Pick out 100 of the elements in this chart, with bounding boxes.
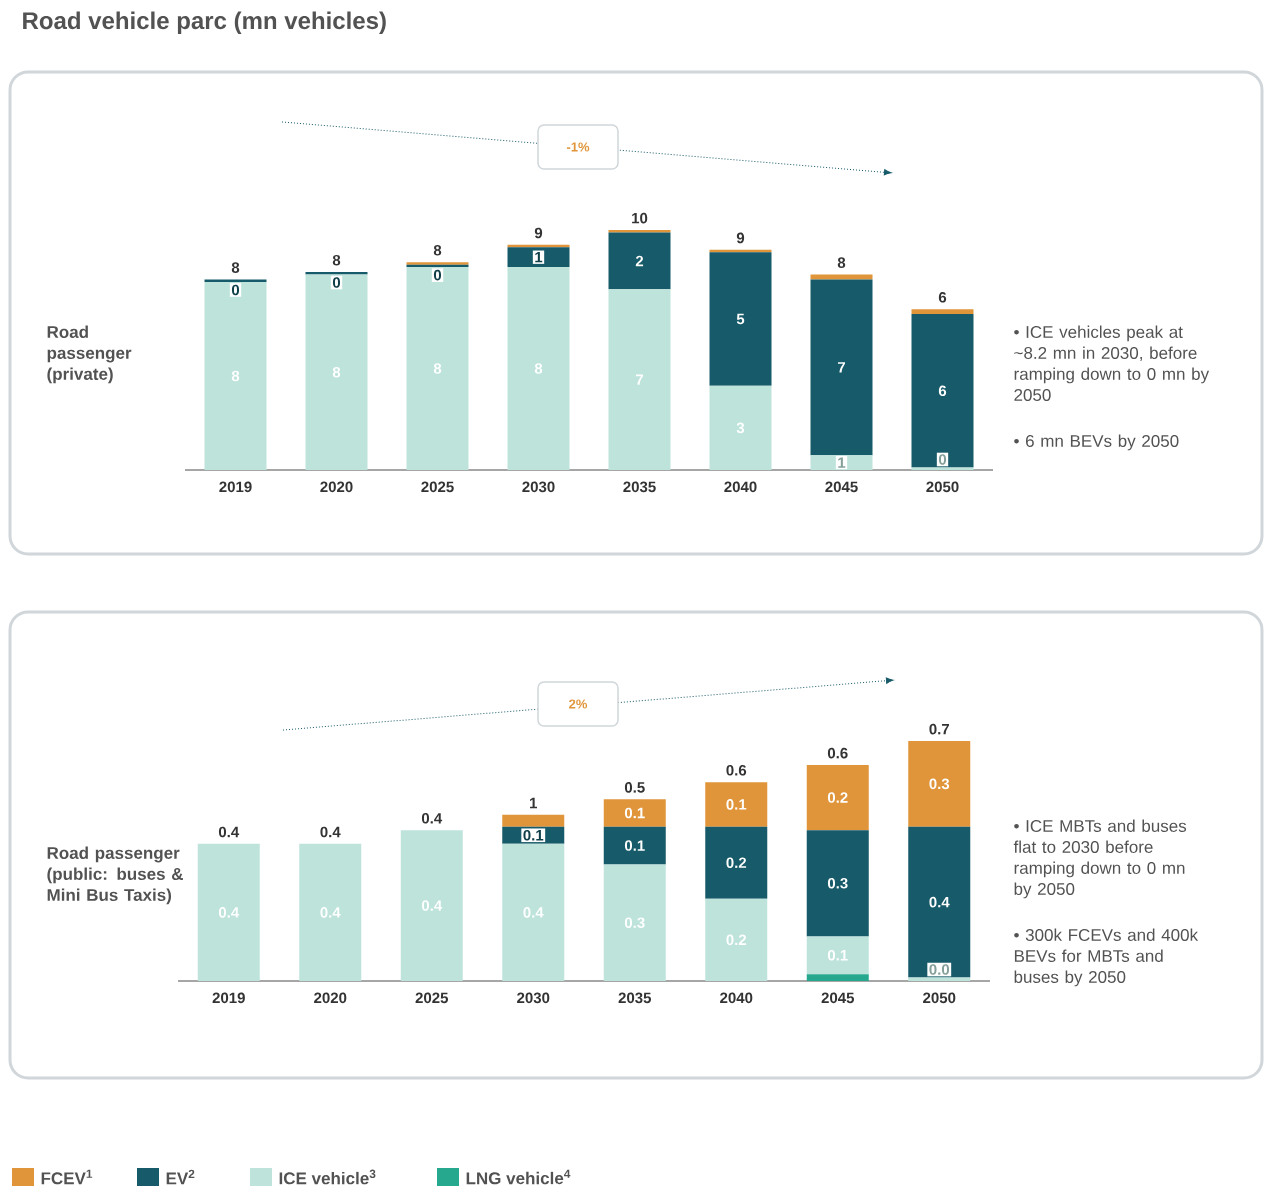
data-label: 7 bbox=[635, 374, 644, 385]
bar bbox=[810, 279, 873, 456]
data-label: 0 bbox=[938, 454, 947, 465]
total-label: 6 bbox=[938, 292, 947, 303]
bar bbox=[204, 279, 267, 282]
total-label: 9 bbox=[534, 227, 543, 239]
bar bbox=[305, 274, 368, 470]
data-label: 0.3 bbox=[624, 917, 645, 929]
bar bbox=[608, 232, 671, 290]
bar bbox=[908, 740, 971, 827]
data-label: 0 bbox=[231, 284, 240, 296]
data-label: 1 bbox=[535, 252, 543, 263]
x-tick-label: 2025 bbox=[415, 992, 449, 1004]
data-label: 0.1 bbox=[624, 840, 645, 851]
data-label: 8 bbox=[231, 370, 240, 382]
data-label: 0.1 bbox=[827, 949, 848, 961]
bar bbox=[911, 314, 974, 468]
bar bbox=[908, 826, 971, 978]
bar bbox=[299, 843, 362, 981]
x-tick-label: 2025 bbox=[421, 481, 454, 493]
bar bbox=[810, 455, 873, 470]
bar bbox=[507, 247, 570, 268]
data-label: 2 bbox=[635, 255, 644, 267]
x-tick-label: 2019 bbox=[219, 481, 252, 493]
bar bbox=[806, 974, 869, 981]
data-label: 0.4 bbox=[523, 907, 544, 918]
total-label: 8 bbox=[332, 254, 341, 266]
bar bbox=[705, 898, 768, 981]
legend-label: FCEV$^{1}$ bbox=[41, 1169, 93, 1185]
total-label: 8 bbox=[231, 262, 240, 273]
data-label: 1 bbox=[838, 457, 846, 468]
x-tick-label: 2045 bbox=[821, 992, 855, 1004]
bar bbox=[502, 843, 565, 981]
legend-label: ICE vehicle$^{3}$ bbox=[279, 1169, 376, 1185]
x-tick-label: 2035 bbox=[618, 992, 652, 1004]
bar bbox=[806, 830, 869, 937]
x-tick-label: 2045 bbox=[825, 481, 858, 493]
data-label: 0 bbox=[332, 277, 341, 288]
total-label: 0.5 bbox=[624, 782, 645, 793]
total-label: 0.4 bbox=[421, 812, 443, 824]
data-label: 5 bbox=[736, 313, 745, 325]
data-label: 8 bbox=[534, 363, 543, 374]
x-tick-label: 2020 bbox=[320, 481, 353, 493]
total-label: 10 bbox=[632, 212, 648, 224]
x-tick-label: 2019 bbox=[212, 992, 245, 1004]
text: • 300k FCEVs and 400k BEVs for MBTs and buses by 2050 bbox=[1014, 928, 1199, 987]
x-tick-label: 2040 bbox=[720, 992, 753, 1004]
data-label: 8 bbox=[332, 366, 341, 378]
total-label: 1 bbox=[530, 797, 538, 809]
bar bbox=[603, 864, 666, 981]
data-label: 0.4 bbox=[929, 896, 950, 908]
total-label: 9 bbox=[736, 232, 745, 244]
x-tick-label: 2030 bbox=[517, 992, 550, 1004]
total-label: 8 bbox=[837, 257, 846, 268]
y-axis-title: Road passenger (public: buses & Mini Bus Taxis) bbox=[47, 846, 183, 905]
data-label: 0.2 bbox=[726, 857, 747, 869]
text: • 6 mn BEVs by 2050 bbox=[1014, 434, 1179, 451]
y-axis-title: Road passenger (private) bbox=[47, 325, 132, 384]
bar bbox=[709, 252, 772, 386]
data-label: 0.1 bbox=[726, 799, 747, 810]
total-label: 0.6 bbox=[827, 747, 848, 759]
text: 2% bbox=[569, 699, 588, 709]
x-tick-label: 2040 bbox=[724, 481, 757, 493]
bar bbox=[400, 830, 463, 981]
text: -1% bbox=[566, 142, 590, 152]
data-label: 0.4 bbox=[218, 907, 240, 918]
x-tick-label: 2050 bbox=[923, 992, 956, 1004]
x-tick-label: 2035 bbox=[623, 481, 656, 493]
bar bbox=[197, 843, 260, 981]
bar bbox=[305, 272, 368, 275]
total-label: 0.7 bbox=[929, 723, 950, 735]
bar bbox=[705, 782, 768, 827]
data-label: 0.1 bbox=[624, 807, 645, 819]
bar bbox=[603, 826, 666, 865]
bar bbox=[806, 936, 869, 975]
bar bbox=[204, 281, 267, 470]
x-tick-label: 2020 bbox=[314, 992, 347, 1004]
text: • ICE MBTs and buses flat to 2030 before ramping down to 0 mn by 2050 bbox=[1013, 819, 1187, 899]
bar bbox=[502, 814, 565, 827]
data-label: 6 bbox=[938, 385, 947, 397]
legend-label: EV$^{2}$ bbox=[166, 1169, 195, 1185]
data-label: 0.3 bbox=[827, 877, 848, 889]
bar bbox=[911, 309, 974, 315]
legend-label: LNG vehicle$^{4}$ bbox=[466, 1169, 571, 1185]
bar bbox=[603, 799, 666, 827]
bar bbox=[608, 289, 671, 470]
data-label: 0.3 bbox=[929, 778, 950, 790]
data-label: 8 bbox=[433, 363, 442, 374]
bar bbox=[705, 826, 768, 899]
bar bbox=[709, 385, 772, 470]
bar bbox=[406, 267, 469, 470]
data-label: 0.4 bbox=[320, 907, 341, 918]
data-label: 0.2 bbox=[726, 934, 747, 946]
total-label: 0.6 bbox=[726, 764, 747, 776]
bar bbox=[507, 267, 570, 470]
data-label: 3 bbox=[736, 422, 745, 434]
total-label: 0.4 bbox=[320, 826, 341, 838]
total-label: 8 bbox=[433, 244, 442, 256]
data-label: 0.2 bbox=[827, 792, 848, 803]
data-label: 0.1 bbox=[523, 829, 544, 841]
